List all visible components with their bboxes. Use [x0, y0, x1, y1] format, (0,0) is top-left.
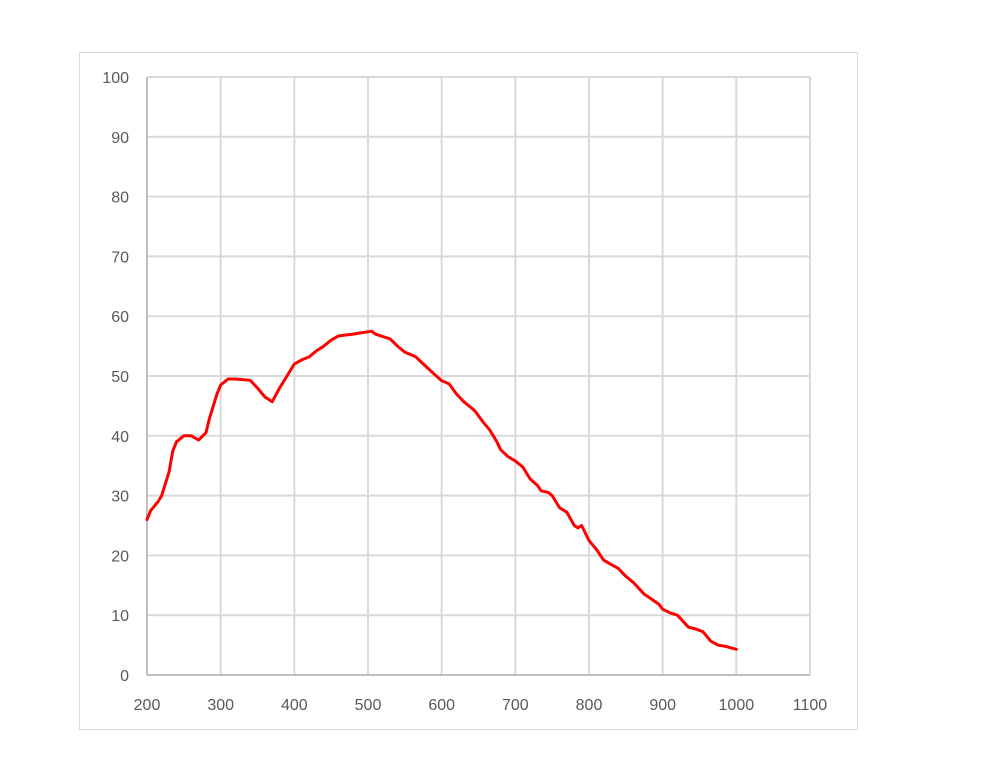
chart-frame — [79, 52, 858, 730]
y-tick-label: 100 — [102, 70, 129, 87]
y-tick-label: 90 — [111, 130, 129, 147]
x-tick-label: 600 — [428, 697, 455, 714]
y-tick-label: 40 — [111, 429, 129, 446]
y-tick-label: 80 — [111, 190, 129, 207]
y-tick-label: 50 — [111, 369, 129, 386]
y-tick-label: 10 — [111, 608, 129, 625]
y-tick-label: 0 — [120, 668, 129, 685]
x-tick-label: 500 — [355, 697, 382, 714]
y-tick-label: 20 — [111, 548, 129, 565]
x-tick-label: 300 — [207, 697, 234, 714]
x-tick-label: 900 — [649, 697, 676, 714]
y-tick-label: 70 — [111, 249, 129, 266]
series-line — [145, 329, 738, 651]
x-tick-label: 400 — [281, 697, 308, 714]
x-tick-label: 1000 — [719, 697, 755, 714]
y-tick-label: 60 — [111, 309, 129, 326]
x-tick-label: 200 — [134, 697, 161, 714]
x-tick-label: 700 — [502, 697, 529, 714]
y-tick-label: 30 — [111, 489, 129, 506]
x-tick-label: 1100 — [793, 697, 828, 714]
x-tick-label: 800 — [576, 697, 603, 714]
